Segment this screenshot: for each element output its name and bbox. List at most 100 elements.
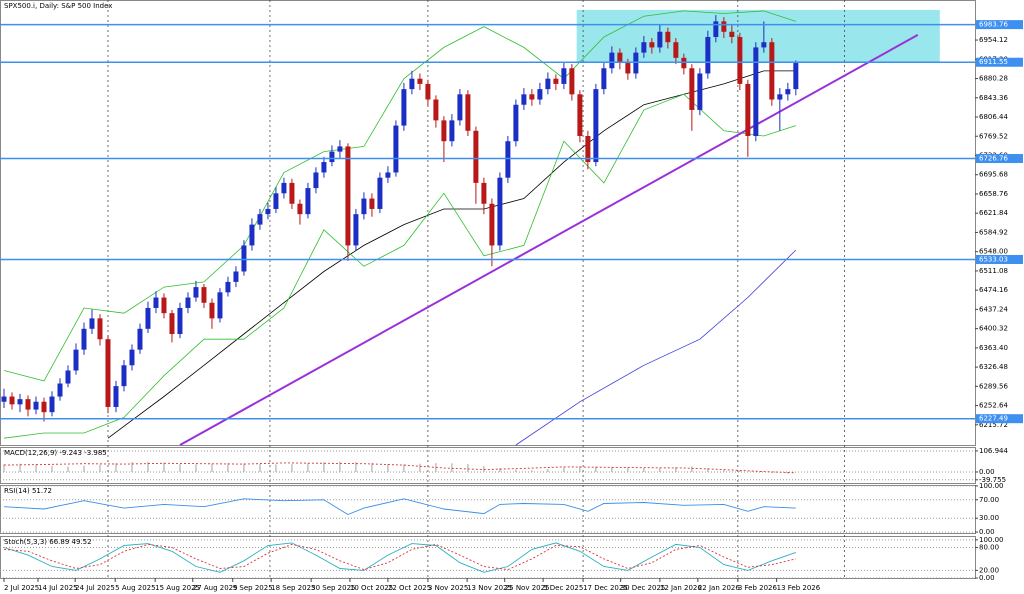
candle-body [529, 94, 535, 100]
candle-body [81, 328, 87, 350]
x-tick-label: 13 Feb 2026 [777, 584, 821, 592]
candle-body [313, 172, 319, 189]
candle-body [409, 78, 415, 90]
candle-body [233, 271, 239, 282]
candle-body [505, 141, 511, 178]
level-label-box [976, 57, 1023, 67]
y-tick-label: 6954.12 [979, 36, 1008, 44]
candle-body [681, 57, 687, 69]
candle-body [17, 399, 23, 405]
candle-body [777, 94, 783, 100]
level-label: 6726.76 [979, 155, 1008, 163]
candle-body [761, 42, 767, 48]
candle-body [537, 89, 543, 100]
x-tick-label: 10 Oct 2025 [350, 584, 393, 592]
y-tick-label: 0.00 [979, 574, 995, 582]
candle-body [337, 146, 343, 152]
candle-body [625, 63, 631, 74]
indicator-title: Stoch(5,3,3) 66.89 49.52 [4, 538, 92, 546]
candle-body [441, 120, 447, 142]
level-label: 6983.76 [979, 21, 1008, 29]
candle-body [73, 349, 79, 371]
indicator-title: MACD(12,26,9) -9.243 -3.985 [4, 449, 107, 457]
candle-body [273, 193, 279, 209]
candle-body [65, 370, 71, 384]
candle-body [689, 68, 695, 110]
candle-body [353, 214, 359, 246]
indicator-line [3, 93, 796, 439]
y-tick-label: 6658.76 [979, 190, 1008, 198]
level-label: 6227.49 [979, 415, 1008, 423]
y-tick-label: 6474.16 [979, 286, 1008, 294]
candle-body [713, 21, 719, 37]
signal-line [3, 543, 796, 571]
chart-title: SPX500.i, Daily: S&P 500 Index [4, 2, 112, 10]
x-tick-label: 13 Nov 2025 [467, 584, 512, 592]
y-tick-label: 6806.44 [979, 113, 1008, 121]
candle-body [489, 203, 495, 246]
candle-body [609, 52, 615, 69]
level-label-box [976, 20, 1023, 30]
candle-body [201, 287, 207, 303]
candle-body [57, 383, 63, 397]
candle-body [121, 365, 127, 387]
candle-body [745, 83, 751, 137]
candle-body [97, 318, 103, 340]
candle-body [729, 31, 735, 37]
candle-body [601, 68, 607, 90]
oscillator-line [3, 498, 796, 516]
candle-body [465, 94, 471, 131]
signal-line [3, 462, 796, 474]
candle-body [209, 302, 215, 319]
panel-frame [0, 447, 976, 484]
x-tick-label: 12 Jan 2026 [660, 584, 703, 592]
candle-body [377, 177, 383, 209]
candle-body [305, 188, 311, 215]
level-label-box [976, 414, 1023, 424]
level-label: 6533.03 [979, 255, 1008, 263]
candle-body [161, 297, 167, 314]
indicator-title: RSI(14) 51.72 [4, 487, 52, 495]
candle-body [105, 339, 111, 407]
candle-body [473, 130, 479, 183]
y-tick-label: 6289.56 [979, 382, 1008, 390]
candle-body [633, 52, 639, 74]
y-tick-label: 6252.64 [979, 402, 1008, 410]
y-tick-label: 20.00 [979, 566, 999, 574]
y-tick-label: 100.00 [979, 536, 1004, 544]
y-tick-label: 6880.28 [979, 75, 1008, 83]
panel-frame [0, 0, 976, 446]
candle-body [9, 396, 15, 405]
y-tick-label: 6326.48 [979, 363, 1008, 371]
candle-body [481, 182, 487, 204]
x-tick-label: 5 Aug 2025 [115, 584, 155, 592]
y-tick-label: 6400.32 [979, 325, 1008, 333]
candle-body [1, 396, 7, 402]
x-tick-label: 15 Aug 2025 [155, 584, 200, 592]
candle-body [329, 151, 335, 163]
y-tick-label: -39.755 [979, 476, 1006, 484]
y-tick-label: 100.00 [979, 482, 1004, 490]
candle-body [265, 208, 271, 215]
x-tick-label: 2 Jul 2025 [4, 584, 39, 592]
candle-body [425, 83, 431, 100]
candle-body [449, 120, 455, 142]
candle-body [49, 396, 55, 413]
y-tick-label: 6621.84 [979, 209, 1008, 217]
candle-body [433, 99, 439, 121]
y-tick-label: 6511.08 [979, 267, 1008, 275]
x-tick-label: 22 Oct 2025 [388, 584, 431, 592]
candle-body [321, 162, 327, 173]
candle-body [497, 177, 503, 246]
y-tick-label: 6769.52 [979, 132, 1008, 140]
candle-body [721, 21, 727, 32]
candle-body [393, 125, 399, 173]
candle-body [145, 307, 151, 329]
candle-body [665, 31, 671, 43]
candle-body [657, 31, 663, 48]
candle-body [225, 281, 231, 293]
y-tick-label: 6548.00 [979, 248, 1008, 256]
x-tick-label: 18 Sep 2025 [271, 584, 315, 592]
y-tick-label: 0.00 [979, 468, 995, 476]
